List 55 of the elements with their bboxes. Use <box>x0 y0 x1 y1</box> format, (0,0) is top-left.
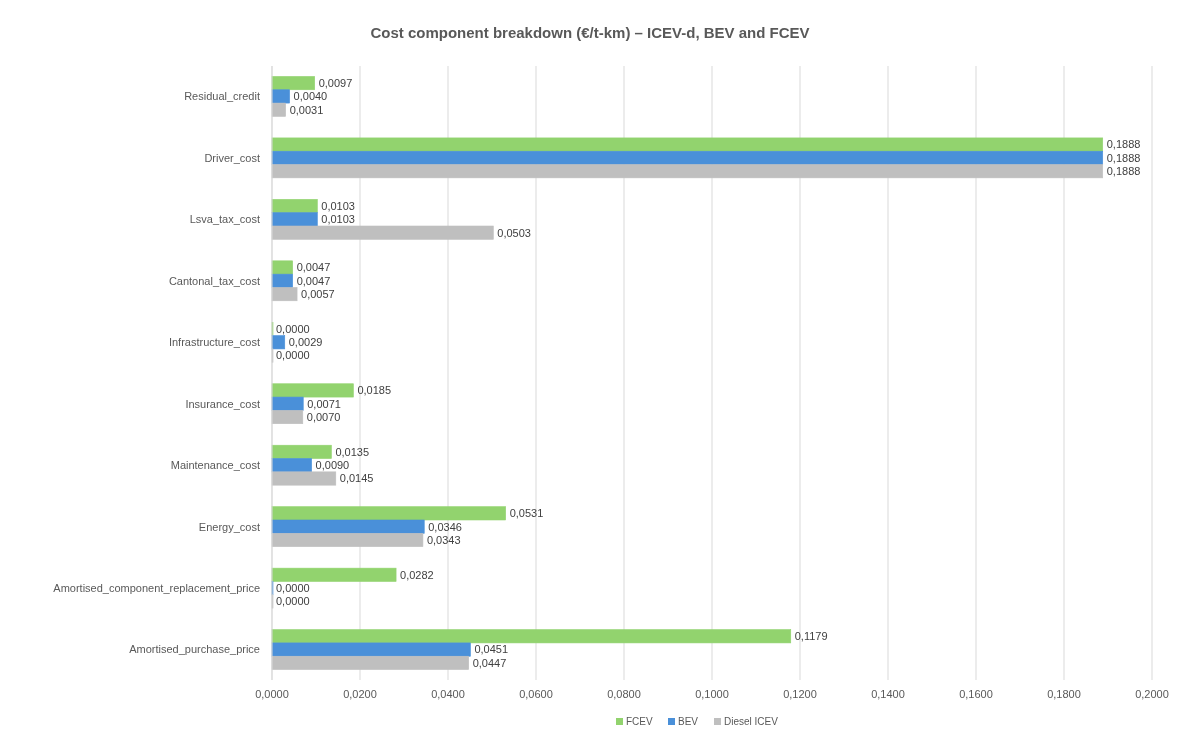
chart-title: Cost component breakdown (€/t-km) – ICEV-d, BEV and FCEV <box>370 24 810 41</box>
y-tick-label: Maintenance_cost <box>170 459 260 472</box>
data-label: 0,0000 <box>276 595 310 608</box>
data-label: 0,0185 <box>357 384 392 397</box>
data-label: 0,0029 <box>288 336 323 349</box>
data-label: 0,0090 <box>315 459 350 472</box>
y-tick-label: Amortised_component_replacement_price <box>53 581 260 594</box>
x-tick-label: 0,0600 <box>519 688 553 700</box>
data-label: 0,0047 <box>296 261 331 274</box>
data-label: 0,0000 <box>276 581 310 594</box>
y-tick-label: Lsva_tax_cost <box>189 213 260 226</box>
data-label: 0,0451 <box>474 643 509 656</box>
data-label: 0,1888 <box>1106 138 1141 151</box>
x-tick-label: 0,0400 <box>431 688 465 700</box>
x-tick-label: 0,1600 <box>959 688 993 700</box>
y-tick-label: Amortised_purchase_price <box>129 643 260 656</box>
y-tick-label: Cantonal_tax_cost <box>168 274 260 287</box>
data-label: 0,0000 <box>276 349 310 362</box>
data-label: 0,0282 <box>400 568 434 581</box>
data-label: 0,0057 <box>301 287 335 300</box>
x-tick-label: 0,1000 <box>695 688 729 700</box>
x-tick-label: 0,1400 <box>871 688 905 700</box>
data-label: 0,0343 <box>426 533 461 546</box>
data-label: 0,0531 <box>509 507 544 520</box>
y-tick-label: Energy_cost <box>198 520 260 533</box>
data-label: 0,0447 <box>472 656 507 669</box>
y-tick-label: Residual_credit <box>184 90 260 103</box>
x-tick-label: 0,0000 <box>255 688 289 700</box>
data-label: 0,0070 <box>306 410 341 423</box>
x-tick-label: 0,2000 <box>1135 688 1169 700</box>
y-tick-label: Infrastructure_cost <box>168 336 260 349</box>
data-label: 0,1888 <box>1106 151 1141 164</box>
data-label: 0,0040 <box>293 90 328 103</box>
data-label: 0,0097 <box>318 76 353 89</box>
data-label: 0,0103 <box>321 199 355 212</box>
data-label: 0,0503 <box>497 226 531 239</box>
data-label: 0,0135 <box>335 445 370 458</box>
x-tick-label: 0,0200 <box>343 688 377 700</box>
x-tick-label: 0,1200 <box>783 688 817 700</box>
data-label: 0,1179 <box>794 630 828 643</box>
legend-label: BEV <box>678 716 699 727</box>
data-label: 0,1888 <box>1106 165 1141 178</box>
data-label: 0,0346 <box>428 520 462 533</box>
legend-label: Diesel ICEV <box>724 716 779 727</box>
data-label: 0,0145 <box>339 472 374 485</box>
y-tick-label: Driver_cost <box>204 151 260 164</box>
data-label: 0,0071 <box>307 397 341 410</box>
data-label: 0,0031 <box>289 103 324 116</box>
data-label: 0,0000 <box>276 322 310 335</box>
legend-label: FCEV <box>626 716 653 727</box>
x-tick-label: 0,0800 <box>607 688 641 700</box>
data-label: 0,0103 <box>321 213 355 226</box>
data-label: 0,0047 <box>296 274 331 287</box>
y-tick-label: Insurance_cost <box>185 397 260 410</box>
x-tick-label: 0,1800 <box>1047 688 1081 700</box>
